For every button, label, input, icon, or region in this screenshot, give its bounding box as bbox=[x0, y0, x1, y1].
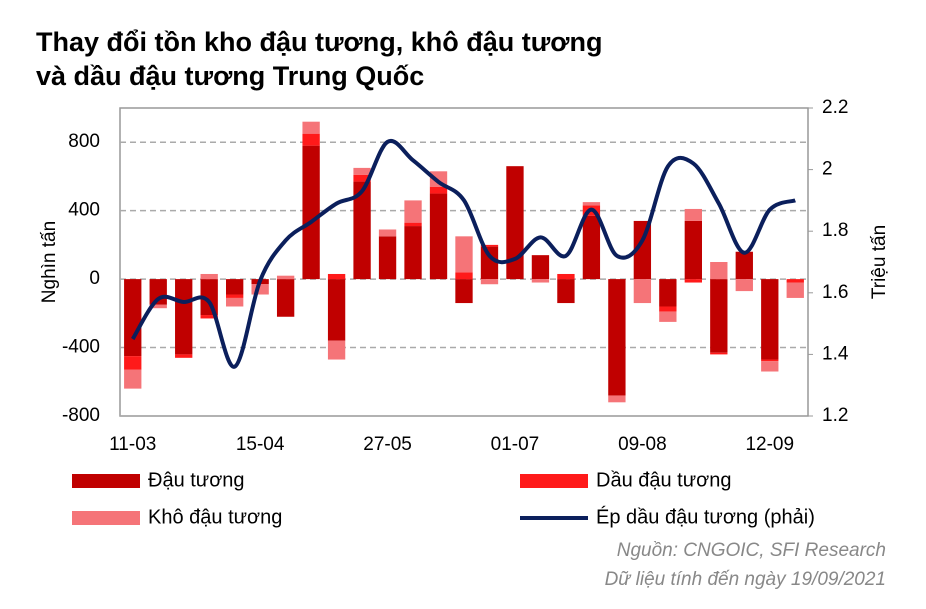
x-tick-label: 12-09 bbox=[745, 434, 794, 455]
bar bbox=[786, 279, 804, 283]
x-tick-label: 11-03 bbox=[109, 434, 156, 455]
bar bbox=[175, 354, 193, 358]
bar bbox=[735, 251, 753, 280]
bar bbox=[659, 306, 677, 312]
bar bbox=[455, 279, 473, 304]
bar bbox=[226, 279, 244, 295]
y2-tick-label: 1.8 bbox=[822, 220, 848, 241]
bar bbox=[124, 369, 142, 389]
bar bbox=[761, 361, 779, 372]
bar bbox=[226, 297, 244, 307]
source: Dữ liệu tính đến ngày 19/09/2021 bbox=[605, 569, 886, 590]
bar bbox=[480, 246, 499, 280]
bar bbox=[608, 395, 626, 403]
bar bbox=[761, 279, 779, 360]
bar bbox=[404, 226, 422, 280]
bar bbox=[404, 200, 422, 223]
bar bbox=[200, 273, 218, 280]
bar bbox=[429, 186, 448, 194]
bar bbox=[761, 359, 779, 362]
bar bbox=[124, 279, 142, 357]
bar bbox=[633, 279, 652, 304]
bar bbox=[302, 145, 320, 280]
bar bbox=[276, 275, 295, 280]
y-tick-label: 0 bbox=[89, 268, 100, 289]
bar bbox=[302, 121, 320, 134]
bar bbox=[659, 279, 677, 307]
legend-swatch bbox=[72, 474, 140, 488]
bar bbox=[302, 133, 320, 146]
bar bbox=[710, 352, 728, 355]
bar bbox=[659, 311, 677, 322]
bar bbox=[786, 282, 804, 298]
title-line: và dầu đậu tương Trung Quốc bbox=[36, 61, 424, 91]
title-line: Thay đổi tồn kho đậu tương, khô đậu tươn… bbox=[36, 27, 602, 57]
bar bbox=[251, 284, 269, 295]
bar bbox=[608, 279, 626, 396]
legend-label: Khô đậu tương bbox=[148, 506, 282, 528]
x-tick-label: 27-05 bbox=[363, 434, 412, 455]
y-tick-label: -400 bbox=[62, 337, 100, 358]
y-tick-label: -800 bbox=[62, 405, 100, 426]
bar bbox=[684, 208, 702, 221]
bar bbox=[557, 273, 575, 280]
bar bbox=[378, 229, 397, 237]
bar bbox=[735, 279, 753, 292]
x-tick-label: 01-07 bbox=[491, 434, 540, 455]
bar bbox=[353, 167, 371, 175]
bar bbox=[480, 244, 499, 247]
bar bbox=[353, 181, 371, 280]
bar bbox=[710, 279, 728, 353]
line bbox=[131, 138, 796, 369]
y2-tick-label: 1.2 bbox=[822, 405, 848, 426]
chart-title: Thay đổi tồn kho đậu tương, khô đậu tươn… bbox=[36, 27, 602, 91]
bar bbox=[327, 279, 346, 341]
bar bbox=[455, 236, 473, 273]
bar bbox=[429, 193, 448, 280]
y2-tick-label: 2 bbox=[822, 159, 833, 180]
bar bbox=[582, 215, 601, 280]
y2-axis-label: Triệu tấn bbox=[869, 225, 890, 299]
y2-tick-label: 2.2 bbox=[822, 97, 848, 118]
bar bbox=[557, 279, 575, 304]
legend-swatch bbox=[72, 511, 140, 525]
bar bbox=[276, 279, 295, 317]
bar bbox=[531, 255, 550, 280]
bar bbox=[710, 262, 728, 280]
bar bbox=[200, 315, 218, 319]
y-tick-label: 400 bbox=[68, 200, 100, 221]
bar bbox=[226, 294, 244, 298]
legend-label: Dầu đậu tương bbox=[596, 469, 731, 491]
legend-label: Ép dầu đậu tương (phải) bbox=[596, 505, 815, 528]
source: Nguồn: CNGOIC, SFI Research bbox=[617, 540, 886, 561]
bar bbox=[149, 304, 167, 309]
bar bbox=[582, 202, 601, 206]
x-tick-label: 15-04 bbox=[236, 434, 285, 455]
bar bbox=[404, 222, 422, 227]
legend-swatch bbox=[520, 474, 588, 488]
bar bbox=[327, 273, 346, 280]
y2-tick-label: 1.4 bbox=[822, 343, 849, 364]
bar bbox=[175, 279, 193, 355]
bar bbox=[684, 220, 702, 280]
y-tick-label: 800 bbox=[68, 131, 100, 152]
y-axis-label: Nghìn tấn bbox=[39, 221, 60, 303]
legend-label: Đậu tương bbox=[148, 469, 245, 491]
x-tick-label: 09-08 bbox=[618, 434, 667, 455]
bar bbox=[124, 356, 142, 370]
bar bbox=[455, 272, 473, 280]
bar bbox=[378, 236, 397, 280]
bar bbox=[506, 166, 524, 280]
y2-tick-label: 1.6 bbox=[822, 282, 848, 303]
bar bbox=[327, 340, 346, 360]
bar bbox=[531, 279, 550, 283]
bar bbox=[684, 279, 702, 283]
bar bbox=[353, 174, 371, 182]
bar bbox=[480, 279, 499, 285]
